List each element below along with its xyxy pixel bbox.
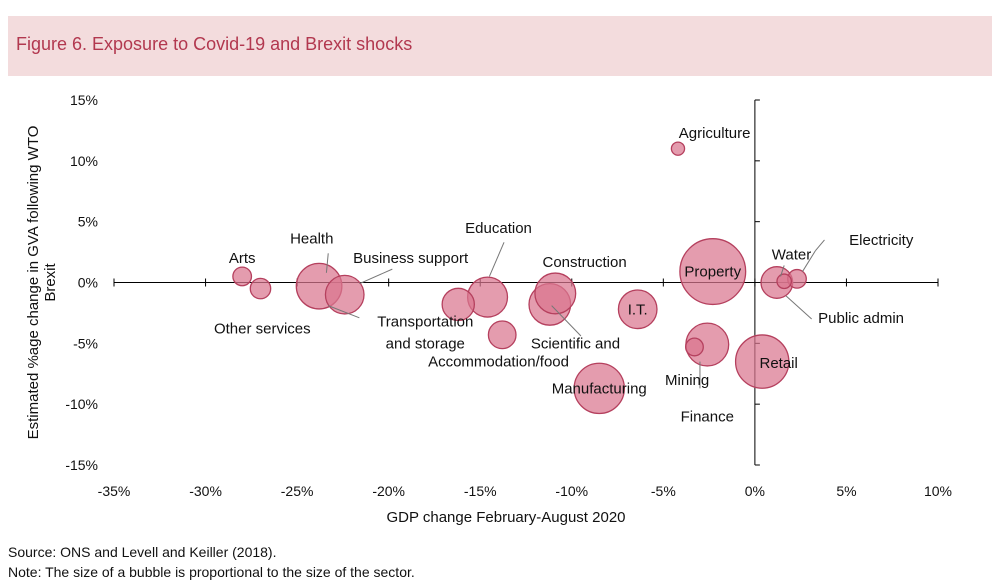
x-tick-label: 10% bbox=[924, 483, 952, 499]
bubble-agriculture bbox=[670, 141, 686, 156]
y-axis-title-line: Estimated %age change in GVA following W… bbox=[25, 126, 42, 440]
x-tick-label: -30% bbox=[189, 483, 222, 499]
bubble-retail bbox=[734, 334, 790, 389]
bubble-mining bbox=[684, 337, 704, 357]
y-tick-label: -15% bbox=[65, 457, 98, 473]
label-business-support: Business support bbox=[353, 250, 469, 267]
label-education: Education bbox=[465, 220, 532, 237]
label-accommodation-food: Accommodation/food bbox=[428, 354, 569, 371]
label-electricity: Electricity bbox=[849, 232, 914, 249]
bubble-transportation-and-storage bbox=[441, 287, 476, 322]
leader-line bbox=[780, 265, 785, 277]
y-axis-title: Estimated %age change in GVA following W… bbox=[25, 126, 59, 440]
chart-notes: Source: ONS and Levell and Keiller (2018… bbox=[8, 542, 415, 582]
x-tick-label: 5% bbox=[836, 483, 856, 499]
label-agriculture: Agriculture bbox=[679, 125, 751, 142]
bubble-accommodation-food bbox=[487, 320, 517, 350]
x-tick-label: -35% bbox=[98, 483, 131, 499]
y-tick-label: -5% bbox=[73, 335, 98, 351]
label-other-services: Other services bbox=[214, 321, 311, 338]
label-public-admin: Public admin bbox=[818, 310, 904, 327]
bubble-arts bbox=[232, 266, 253, 287]
label-water: Water bbox=[772, 247, 811, 264]
bubble-manufacturing bbox=[573, 362, 626, 415]
x-tick-label: -15% bbox=[464, 483, 497, 499]
x-tick-label: -25% bbox=[281, 483, 314, 499]
x-tick-label: 0% bbox=[745, 483, 765, 499]
title-bar: Figure 6. Exposure to Covid-19 and Brexi… bbox=[8, 16, 992, 76]
chart-title: Figure 6. Exposure to Covid-19 and Brexi… bbox=[16, 34, 413, 54]
bubble-other-services bbox=[249, 277, 272, 300]
bubble-business-support bbox=[324, 274, 365, 315]
leader-line bbox=[802, 250, 816, 272]
leader-line bbox=[359, 268, 393, 285]
label-construction: Construction bbox=[542, 254, 626, 271]
x-tick-label: -20% bbox=[372, 483, 405, 499]
x-tick-label: -10% bbox=[555, 483, 588, 499]
bubble-i-t- bbox=[617, 289, 658, 330]
label-mining: Mining bbox=[665, 372, 709, 389]
bubble-water bbox=[776, 273, 793, 290]
y-tick-label: 15% bbox=[70, 92, 98, 108]
label-retail: Retail bbox=[760, 355, 798, 372]
label-transportation: Transportation bbox=[377, 313, 473, 330]
leader-line bbox=[785, 295, 812, 320]
y-tick-label: 5% bbox=[78, 214, 98, 230]
size-note: Note: The size of a bubble is proportion… bbox=[8, 564, 415, 580]
label-property: Property bbox=[684, 264, 741, 281]
leader-line bbox=[488, 242, 505, 277]
label-i-t-: I.T. bbox=[628, 301, 648, 318]
label-and-storage: and storage bbox=[386, 335, 465, 352]
label-manufacturing: Manufacturing bbox=[552, 380, 647, 397]
label-arts: Arts bbox=[229, 250, 256, 267]
y-tick-label: 10% bbox=[70, 153, 98, 169]
bubble-property bbox=[679, 238, 747, 306]
bubble-construction bbox=[534, 272, 577, 315]
x-tick-label: -5% bbox=[651, 483, 676, 499]
source-note: Source: ONS and Levell and Keiller (2018… bbox=[8, 544, 277, 560]
label-scientific-and: Scientific and bbox=[531, 335, 620, 352]
leader-line bbox=[325, 253, 329, 273]
leader-line bbox=[814, 239, 825, 252]
y-axis-title-line: Brexit bbox=[42, 262, 59, 301]
label-health: Health bbox=[290, 231, 333, 248]
y-tick-label: 0% bbox=[78, 275, 98, 291]
x-axis-title: GDP change February-August 2020 bbox=[386, 509, 625, 526]
leader-line bbox=[328, 305, 360, 319]
leader-line bbox=[551, 305, 582, 337]
y-tick-label: -10% bbox=[65, 396, 98, 412]
label-finance: Finance bbox=[681, 408, 734, 425]
